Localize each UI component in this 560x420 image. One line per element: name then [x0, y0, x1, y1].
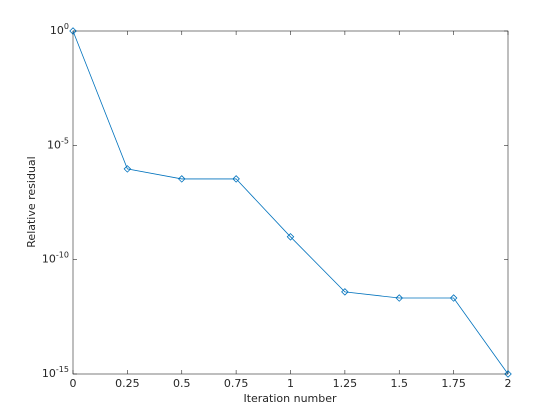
x-tick-label: 1.25 [333, 377, 358, 390]
marker [286, 233, 295, 241]
x-tick-label: 0.25 [115, 377, 140, 390]
y-axis-label: Relative residual [25, 156, 38, 247]
marker [341, 288, 349, 296]
marker [395, 294, 404, 302]
y-tick-label: 10-15 [42, 365, 69, 381]
x-tick-label: 1.5 [391, 377, 409, 390]
marker [123, 165, 132, 173]
x-tick-label: 2 [505, 377, 512, 390]
x-tick-label: 0 [70, 377, 77, 390]
x-axis-label: Iteration number [243, 392, 337, 405]
x-tick-label: 1.75 [441, 377, 466, 390]
data-line [72, 30, 509, 375]
y-tick-label: 100 [50, 22, 69, 38]
marker [449, 294, 458, 302]
marker [69, 27, 77, 35]
plot-box [72, 30, 509, 375]
marker [504, 370, 512, 378]
marker [177, 175, 186, 183]
x-tick-label: 0.75 [224, 377, 249, 390]
y-tick-label: 10-10 [42, 250, 69, 266]
y-tick-label: 10-5 [47, 136, 69, 152]
x-tick-label: 0.5 [173, 377, 191, 390]
marker [232, 175, 240, 183]
x-tick-label: 1 [287, 377, 294, 390]
